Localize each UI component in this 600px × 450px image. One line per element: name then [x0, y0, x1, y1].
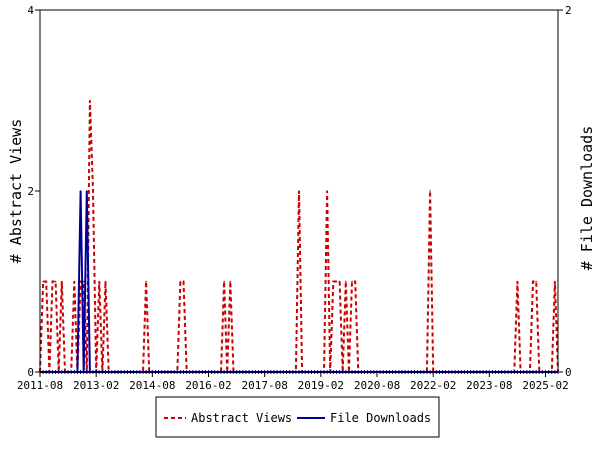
data-point — [79, 190, 82, 192]
data-point — [104, 280, 107, 283]
series-line-abstract-views — [39, 100, 559, 373]
data-point — [351, 280, 353, 283]
y-axis-left-title: # Abstract Views — [7, 119, 25, 264]
data-point — [516, 280, 519, 283]
data-point — [223, 280, 225, 283]
data-point — [54, 280, 57, 283]
x-tick-label: 2025-02 — [522, 379, 568, 392]
y-left-tick-label: 2 — [27, 185, 34, 198]
data-point — [89, 99, 91, 102]
data-point — [79, 280, 82, 283]
x-tick-label: 2017-08 — [241, 379, 287, 392]
legend-label-abstract-views: Abstract Views — [191, 411, 292, 425]
data-point — [335, 280, 338, 283]
data-point — [45, 280, 48, 283]
data-point — [82, 280, 85, 283]
y-axis-right: 02 — [558, 4, 572, 379]
data-point — [145, 280, 147, 283]
x-tick-label: 2020-08 — [354, 379, 400, 392]
y-left-tick-label: 0 — [27, 366, 34, 379]
data-point — [182, 280, 185, 283]
data-point — [429, 190, 431, 192]
data-point — [61, 280, 63, 283]
data-point — [98, 280, 101, 283]
data-point — [86, 190, 88, 192]
y-right-tick-label: 0 — [565, 366, 572, 379]
data-point — [554, 280, 556, 283]
data-point — [73, 280, 76, 283]
x-tick-label: 2016-02 — [185, 379, 231, 392]
y-axis-left: 0 2 4 — [27, 4, 40, 379]
data-point — [332, 280, 335, 283]
x-tick-label: 2022-02 — [410, 379, 456, 392]
legend: Abstract Views File Downloads — [155, 396, 440, 438]
data-point — [532, 280, 534, 283]
x-tick-label: 2013-02 — [73, 379, 119, 392]
x-axis: 2011-08 2013-02 2014-08 2016-02 2017-08 2019-… — [17, 372, 569, 392]
y-left-tick-label: 4 — [27, 4, 34, 17]
x-tick-label: 2014-08 — [129, 379, 175, 392]
data-point — [51, 280, 54, 283]
data-point — [42, 280, 44, 283]
series-layer — [39, 99, 559, 373]
x-tick-label: 2011-08 — [17, 379, 63, 392]
data-point — [354, 280, 356, 283]
data-point — [345, 280, 347, 283]
data-point — [229, 280, 232, 283]
y-axis-right-title: # File Downloads — [578, 126, 596, 271]
x-tick-label: 2023-08 — [466, 379, 512, 392]
data-point — [326, 190, 328, 192]
data-point — [535, 280, 537, 283]
x-tick-label: 2019-02 — [298, 379, 344, 392]
y-right-tick-label: 2 — [565, 4, 572, 17]
data-point — [179, 280, 182, 283]
data-point — [338, 280, 341, 283]
data-point — [92, 190, 94, 192]
legend-label-file-downloads: File Downloads — [330, 411, 431, 425]
data-point — [298, 190, 300, 192]
